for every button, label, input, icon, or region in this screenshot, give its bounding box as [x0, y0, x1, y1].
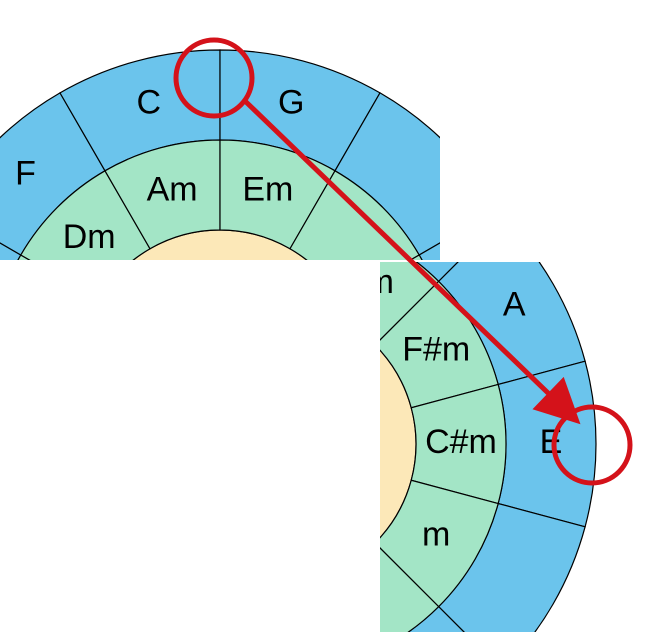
inner-segment — [113, 543, 239, 632]
core — [136, 304, 416, 584]
inner-segment — [0, 370, 99, 485]
inner-label: Em — [242, 170, 293, 208]
inner-label: F#m — [402, 330, 470, 368]
inner-segment — [54, 281, 177, 407]
outer-label: G — [278, 83, 304, 121]
outer-segment — [0, 370, 21, 530]
inner-segment — [46, 384, 141, 503]
inner-segment — [216, 579, 335, 632]
inner-label: Dm — [63, 218, 116, 256]
inner-label: Am — [147, 170, 198, 208]
core — [80, 230, 360, 510]
outer-label: F — [15, 155, 36, 193]
inner-label: C#m — [425, 423, 497, 461]
outer-label: A — [503, 285, 526, 323]
outer-segment — [0, 485, 105, 632]
outer-label: C — [137, 83, 162, 121]
inner-label: Bm — [343, 263, 394, 301]
inner-segment — [21, 440, 150, 569]
inner-segment — [0, 255, 99, 370]
inner-label: m — [422, 515, 450, 553]
